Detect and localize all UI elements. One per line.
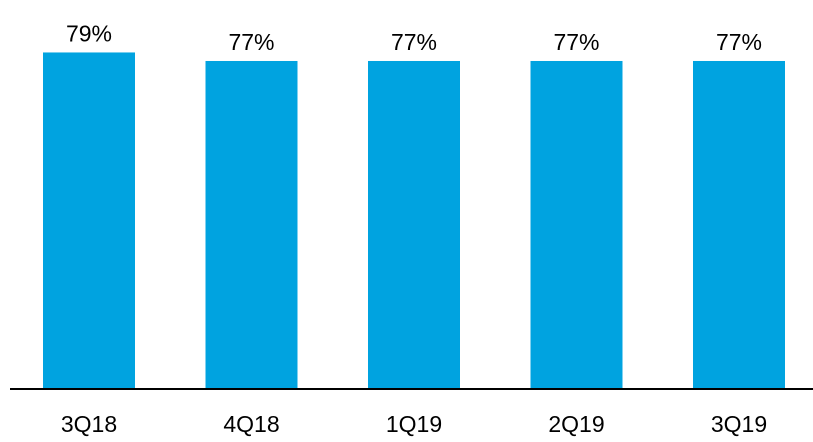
x-tick-label-2q19: 2Q19 (548, 411, 604, 437)
value-label-2q19: 77% (553, 29, 599, 55)
bar-3q18 (43, 52, 135, 390)
bar-3q19 (693, 60, 785, 389)
value-labels-group: 79% 77% 77% 77% 77% (66, 20, 762, 55)
x-tick-label-3q18: 3Q18 (61, 411, 117, 437)
bar-1q19 (368, 60, 460, 389)
bar-2q19 (530, 60, 623, 389)
value-label-3q18: 79% (66, 20, 112, 46)
x-tick-label-4q18: 4Q18 (223, 411, 279, 437)
x-tick-labels-group: 3Q18 4Q18 1Q19 2Q19 3Q19 (61, 411, 767, 437)
value-label-3q19: 77% (716, 29, 762, 55)
value-label-4q18: 77% (228, 29, 274, 55)
x-tick-label-1q19: 1Q19 (386, 411, 442, 437)
value-label-1q19: 77% (391, 29, 437, 55)
x-tick-label-3q19: 3Q19 (711, 411, 767, 437)
bars-group (43, 52, 785, 390)
bar-4q18 (205, 60, 298, 389)
